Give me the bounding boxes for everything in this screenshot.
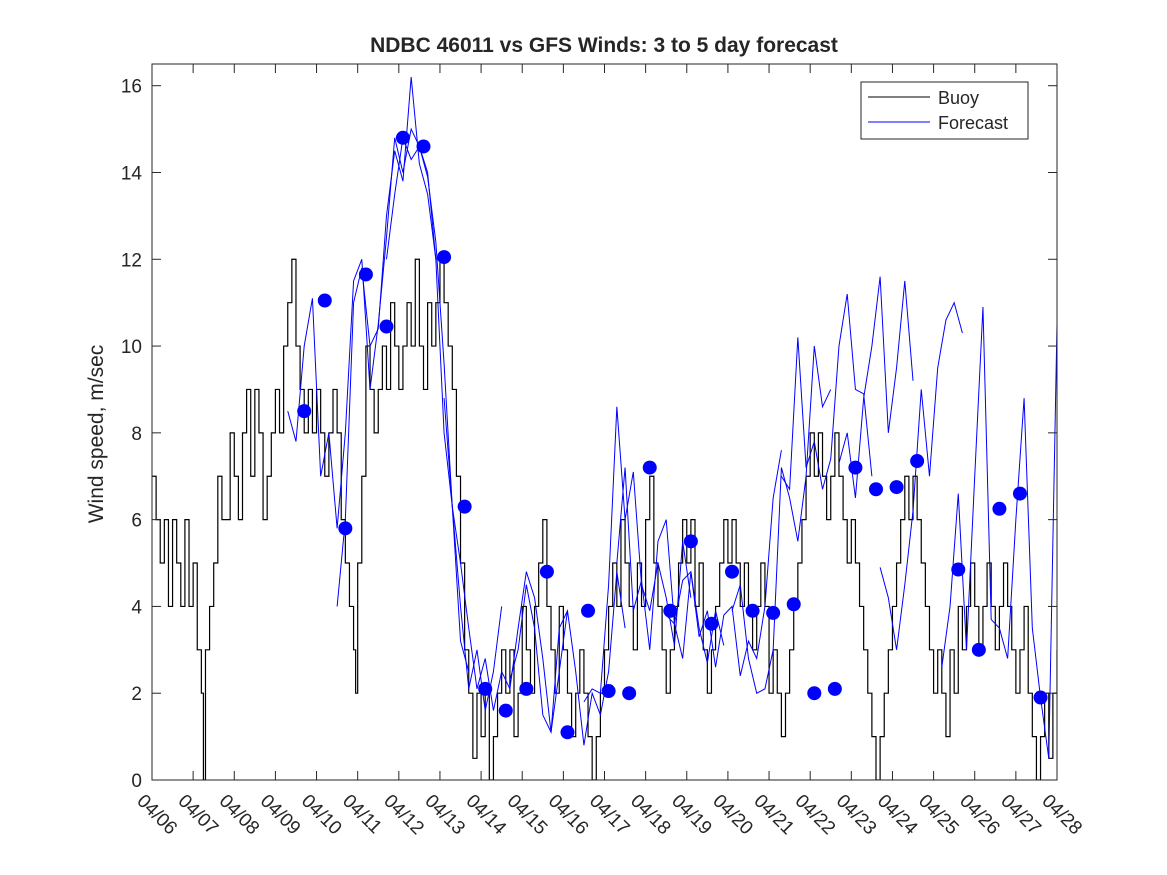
forecast-marker [642, 460, 657, 475]
forecast-marker [317, 293, 332, 308]
forecast-marker [869, 482, 883, 497]
forecast-run-9 [731, 345, 832, 694]
forecast-marker [910, 454, 925, 469]
forecast-marker [807, 686, 822, 701]
forecast-run-8 [665, 450, 782, 676]
forecast-marker [971, 642, 986, 657]
forecast-marker [338, 521, 353, 536]
forecast-marker [786, 597, 801, 612]
forecast-marker [889, 480, 904, 495]
y-tick-label: 6 [131, 511, 142, 532]
forecast-marker [683, 534, 698, 549]
forecast-run-6 [583, 406, 692, 703]
legend-label-forecast: Forecast [938, 113, 1008, 133]
forecast-marker [416, 139, 431, 154]
forecast-run-13 [941, 306, 1057, 759]
forecast-marker [519, 681, 534, 696]
forecast-marker [951, 562, 966, 577]
forecast-marker [478, 681, 493, 696]
y-tick-label: 12 [121, 250, 142, 271]
forecast-marker [725, 564, 740, 579]
forecast-marker [437, 250, 452, 265]
forecast-run-7 [616, 467, 725, 663]
forecast-marker [704, 616, 719, 631]
forecast-marker [663, 603, 678, 618]
forecast-run-12 [879, 301, 963, 650]
forecast-marker [1012, 486, 1027, 501]
legend: Buoy Forecast [860, 81, 1029, 140]
y-axis: 0 2 4 6 8 10 12 14 16 [121, 77, 1057, 792]
y-tick-label: 0 [131, 771, 142, 792]
forecast-marker [581, 603, 596, 618]
y-axis-label: Wind speed, m/sec [85, 345, 108, 524]
forecast-marker [395, 130, 410, 145]
y-tick-label: 8 [131, 424, 142, 445]
chart-title: NDBC 46011 vs GFS Winds: 3 to 5 day fore… [370, 34, 838, 57]
y-tick-label: 16 [121, 77, 142, 98]
y-tick-label: 2 [131, 684, 142, 705]
forecast-marker [379, 319, 394, 334]
forecast-run-1 [287, 127, 437, 529]
forecast-markers [297, 130, 1048, 740]
legend-box [860, 81, 1029, 140]
forecast-marker [622, 686, 637, 701]
legend-label-buoy: Buoy [938, 88, 979, 108]
forecast-run-2 [336, 76, 470, 672]
forecast-marker [601, 684, 616, 699]
forecast-marker [560, 725, 575, 740]
forecast-run-4 [443, 398, 568, 733]
forecast-marker [745, 603, 760, 618]
forecast-marker [848, 460, 863, 475]
y-tick-label: 4 [131, 597, 142, 618]
forecast-marker [358, 267, 373, 282]
forecast-series [287, 76, 1057, 759]
forecast-marker [827, 681, 842, 696]
forecast-marker [457, 499, 472, 514]
forecast-marker [498, 703, 513, 718]
forecast-marker [766, 605, 781, 620]
forecast-marker [1033, 690, 1048, 705]
forecast-marker [539, 564, 554, 579]
forecast-marker [992, 501, 1007, 516]
forecast-marker [297, 404, 312, 419]
forecast-run-10 [780, 293, 873, 491]
y-tick-label: 14 [121, 163, 143, 184]
y-tick-label: 10 [121, 337, 142, 358]
